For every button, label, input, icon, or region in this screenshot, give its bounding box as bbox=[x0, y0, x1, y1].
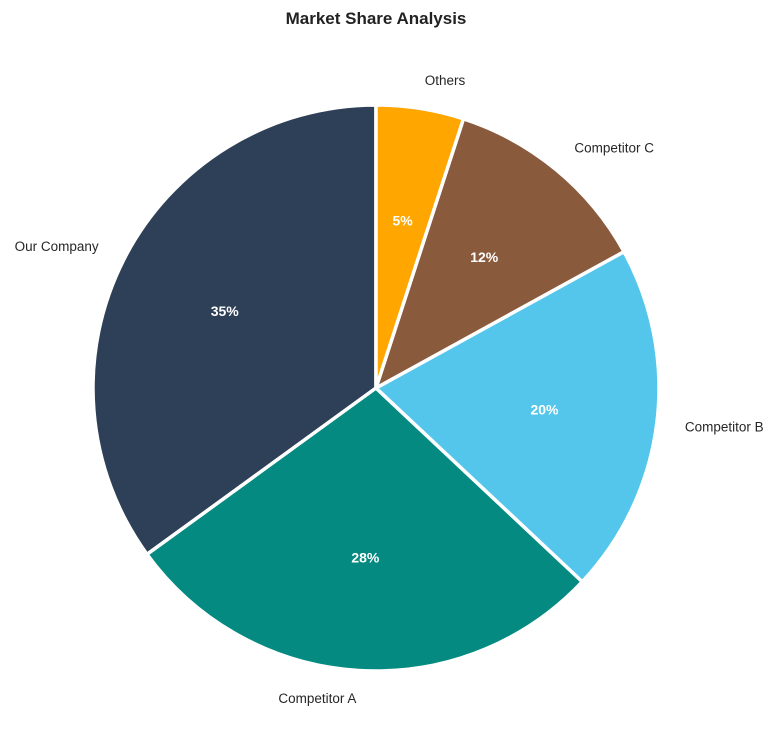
pct-label-our-company: 35% bbox=[211, 303, 240, 319]
percentage-labels: 35% 28% 20% 12% 5% bbox=[211, 212, 559, 565]
pie-slice-others bbox=[374, 103, 466, 390]
pct-label-competitor-a: 28% bbox=[351, 549, 380, 565]
slice-label-competitor-a: Competitor A bbox=[278, 691, 356, 706]
pct-label-competitor-c: 12% bbox=[470, 249, 499, 265]
pie-slice-competitor-a bbox=[145, 386, 585, 673]
pie-slices bbox=[91, 103, 661, 673]
slice-label-others: Others bbox=[425, 73, 466, 88]
chart-title: Market Share Analysis bbox=[286, 9, 467, 28]
pct-label-others: 5% bbox=[392, 212, 413, 228]
pct-label-competitor-b: 20% bbox=[530, 401, 559, 417]
pie-slice-our-company bbox=[91, 103, 378, 557]
slice-label-competitor-b: Competitor B bbox=[685, 420, 764, 435]
pie-slice-competitor-b bbox=[374, 249, 661, 584]
slice-labels: Our Company Competitor A Competitor B Compe… bbox=[15, 73, 764, 706]
slice-label-competitor-c: Competitor C bbox=[574, 141, 654, 156]
pie-slice-competitor-c bbox=[374, 117, 626, 390]
slice-label-our-company: Our Company bbox=[15, 239, 99, 254]
